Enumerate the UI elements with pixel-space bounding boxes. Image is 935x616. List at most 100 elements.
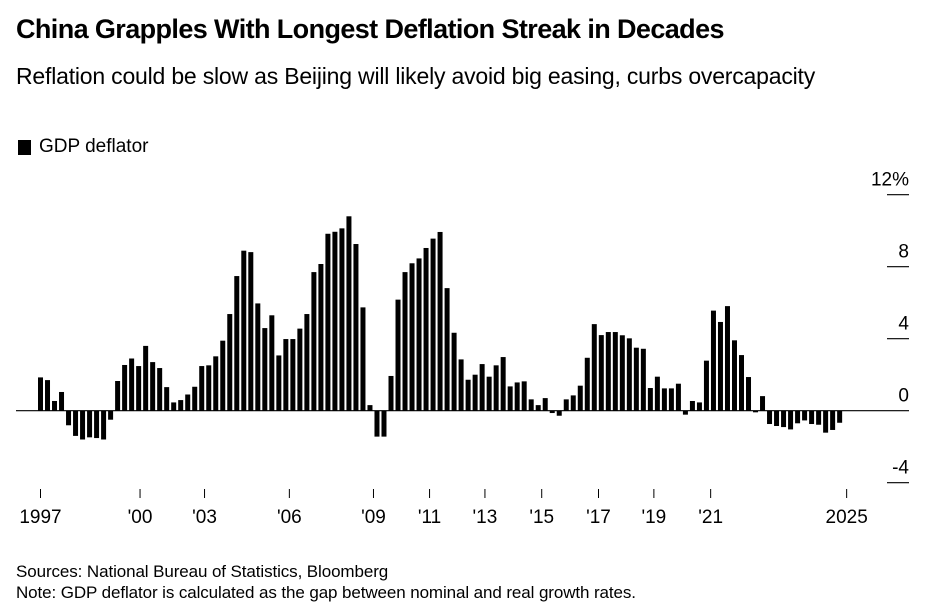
note-text: Note: GDP deflator is calculated as the … <box>16 583 636 602</box>
bar <box>584 357 590 411</box>
bar <box>122 364 128 411</box>
bar <box>437 231 443 411</box>
bar <box>795 410 801 424</box>
bar <box>178 400 184 411</box>
bar <box>45 380 51 411</box>
bar <box>367 405 373 411</box>
bar <box>781 410 787 428</box>
bar <box>220 340 226 411</box>
sources-text: Sources: National Bureau of Statistics, … <box>16 562 389 581</box>
x-tick-label: '17 <box>586 507 611 528</box>
bar <box>171 402 177 411</box>
x-tick-label: '13 <box>473 507 498 528</box>
bar <box>430 238 436 411</box>
bar <box>248 252 254 411</box>
bar <box>409 263 415 411</box>
bar <box>633 347 639 411</box>
bar <box>318 264 324 411</box>
y-tick-label: 8 <box>898 242 909 263</box>
x-tick-label: '11 <box>418 507 441 528</box>
chart-title: China Grapples With Longest Deflation St… <box>16 14 725 44</box>
x-tick-label: 2025 <box>826 507 868 528</box>
y-tick-label: 12% <box>871 170 909 191</box>
legend-label: GDP deflator <box>39 136 149 157</box>
bar <box>101 410 107 440</box>
bar <box>668 388 674 411</box>
bar <box>451 332 457 411</box>
bar <box>325 233 331 411</box>
bar <box>514 382 520 411</box>
bar <box>374 410 380 437</box>
bar <box>774 410 780 426</box>
x-tick-label: '03 <box>192 507 217 528</box>
x-tick-label: '15 <box>529 507 554 528</box>
bar <box>402 272 408 411</box>
bar <box>136 366 142 411</box>
bar <box>486 376 492 411</box>
bar <box>760 396 766 411</box>
footer: Sources: National Bureau of Statistics, … <box>16 561 636 603</box>
bar <box>479 364 485 411</box>
bar <box>577 385 583 411</box>
bar <box>689 400 695 411</box>
bar <box>458 359 464 411</box>
bar <box>157 368 163 411</box>
bar <box>297 328 303 411</box>
bar <box>276 355 282 411</box>
bar <box>227 314 233 411</box>
bar <box>164 387 170 411</box>
x-tick-label: '00 <box>128 507 153 528</box>
bar <box>830 410 836 430</box>
bar <box>395 299 401 411</box>
bar <box>682 410 688 415</box>
bar <box>269 315 275 411</box>
bar <box>234 276 240 411</box>
bar <box>591 324 597 411</box>
bar <box>283 339 289 411</box>
bar <box>710 310 716 411</box>
bar <box>788 410 794 430</box>
bar <box>542 398 548 411</box>
bar <box>647 388 653 411</box>
bar <box>213 356 219 411</box>
y-tick-label: 4 <box>898 314 909 335</box>
bars-group <box>38 216 843 440</box>
x-tick-label: 1997 <box>19 507 61 528</box>
bar <box>598 335 604 411</box>
bar <box>339 228 345 411</box>
bar <box>150 362 156 411</box>
bar <box>311 272 317 411</box>
bar <box>612 332 618 411</box>
bar <box>73 410 79 436</box>
y-tick-label: -4 <box>892 458 909 479</box>
bar <box>731 340 737 411</box>
bar <box>199 366 205 411</box>
bar <box>549 410 555 414</box>
bar <box>206 365 212 411</box>
x-axis: 1997 '00 '03 '06 '09 '11 '13 '15 '17 '19 '21 2025 <box>19 489 868 528</box>
bar <box>66 410 72 426</box>
bar <box>304 314 310 411</box>
y-tick-label: 0 <box>898 386 909 407</box>
bar <box>423 247 429 411</box>
bar <box>696 402 702 411</box>
bar <box>353 244 359 411</box>
bar <box>675 383 681 411</box>
bar <box>724 306 730 411</box>
bar <box>837 410 843 423</box>
bar <box>521 381 527 411</box>
bar-chart: 12% 8 4 0 -4 1997 '00 '03 '06 '09 '11 '13 '15 '17 '19… <box>16 170 909 528</box>
bar <box>605 332 611 411</box>
bar <box>129 358 135 411</box>
bar <box>346 216 352 411</box>
bar <box>38 377 43 411</box>
bar <box>739 355 744 411</box>
x-tick-label: '09 <box>361 507 386 528</box>
bar <box>465 379 471 411</box>
bar <box>493 365 499 411</box>
bar <box>360 307 366 411</box>
bar <box>108 410 114 420</box>
bar <box>570 395 576 411</box>
bar <box>823 410 829 433</box>
bar <box>661 388 667 411</box>
